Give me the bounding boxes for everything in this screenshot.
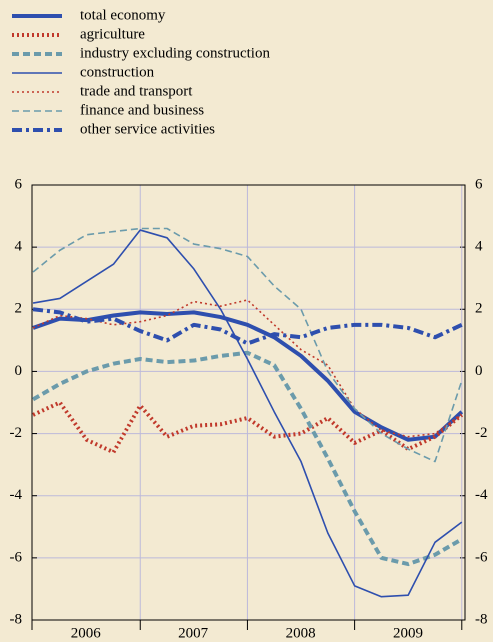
x-tick-label: 2006 xyxy=(71,625,102,641)
y-tick-label: -2 xyxy=(10,425,23,441)
legend-label: industry excluding construction xyxy=(80,45,270,61)
series-line xyxy=(32,400,464,455)
y-tick-label: -6 xyxy=(10,549,23,565)
y2-tick-label: -8 xyxy=(475,611,488,627)
y-tick-label: 6 xyxy=(15,176,23,192)
legend-label: agriculture xyxy=(80,26,145,42)
plot-frame xyxy=(31,184,466,621)
y-tick-label: 4 xyxy=(15,239,23,255)
y2-tick-label: 0 xyxy=(475,363,483,379)
y2-tick-label: 6 xyxy=(475,176,483,192)
series-line xyxy=(32,229,463,598)
y2-tick-label: 2 xyxy=(475,301,483,317)
series-line xyxy=(32,350,463,567)
legend-label: construction xyxy=(80,64,155,80)
series-line xyxy=(32,310,464,442)
y2-tick-label: -2 xyxy=(475,425,488,441)
legend-label: other service activities xyxy=(80,121,215,137)
y-tick-label: 2 xyxy=(15,301,23,317)
x-tick-label: 2007 xyxy=(178,625,209,641)
legend-label: trade and transport xyxy=(80,83,193,99)
y2-tick-label: -4 xyxy=(475,487,488,503)
x-tick-label: 2008 xyxy=(286,625,316,641)
x-tick-label: 2009 xyxy=(393,625,423,641)
series-line xyxy=(32,227,463,463)
y-tick-label: -8 xyxy=(10,611,23,627)
y2-tick-label: -6 xyxy=(475,549,488,565)
y2-tick-label: 4 xyxy=(475,239,483,255)
y-tick-label: -4 xyxy=(10,487,23,503)
y-tick-label: 0 xyxy=(15,363,23,379)
legend-label: finance and business xyxy=(80,102,204,118)
legend-label: total economy xyxy=(80,7,166,23)
